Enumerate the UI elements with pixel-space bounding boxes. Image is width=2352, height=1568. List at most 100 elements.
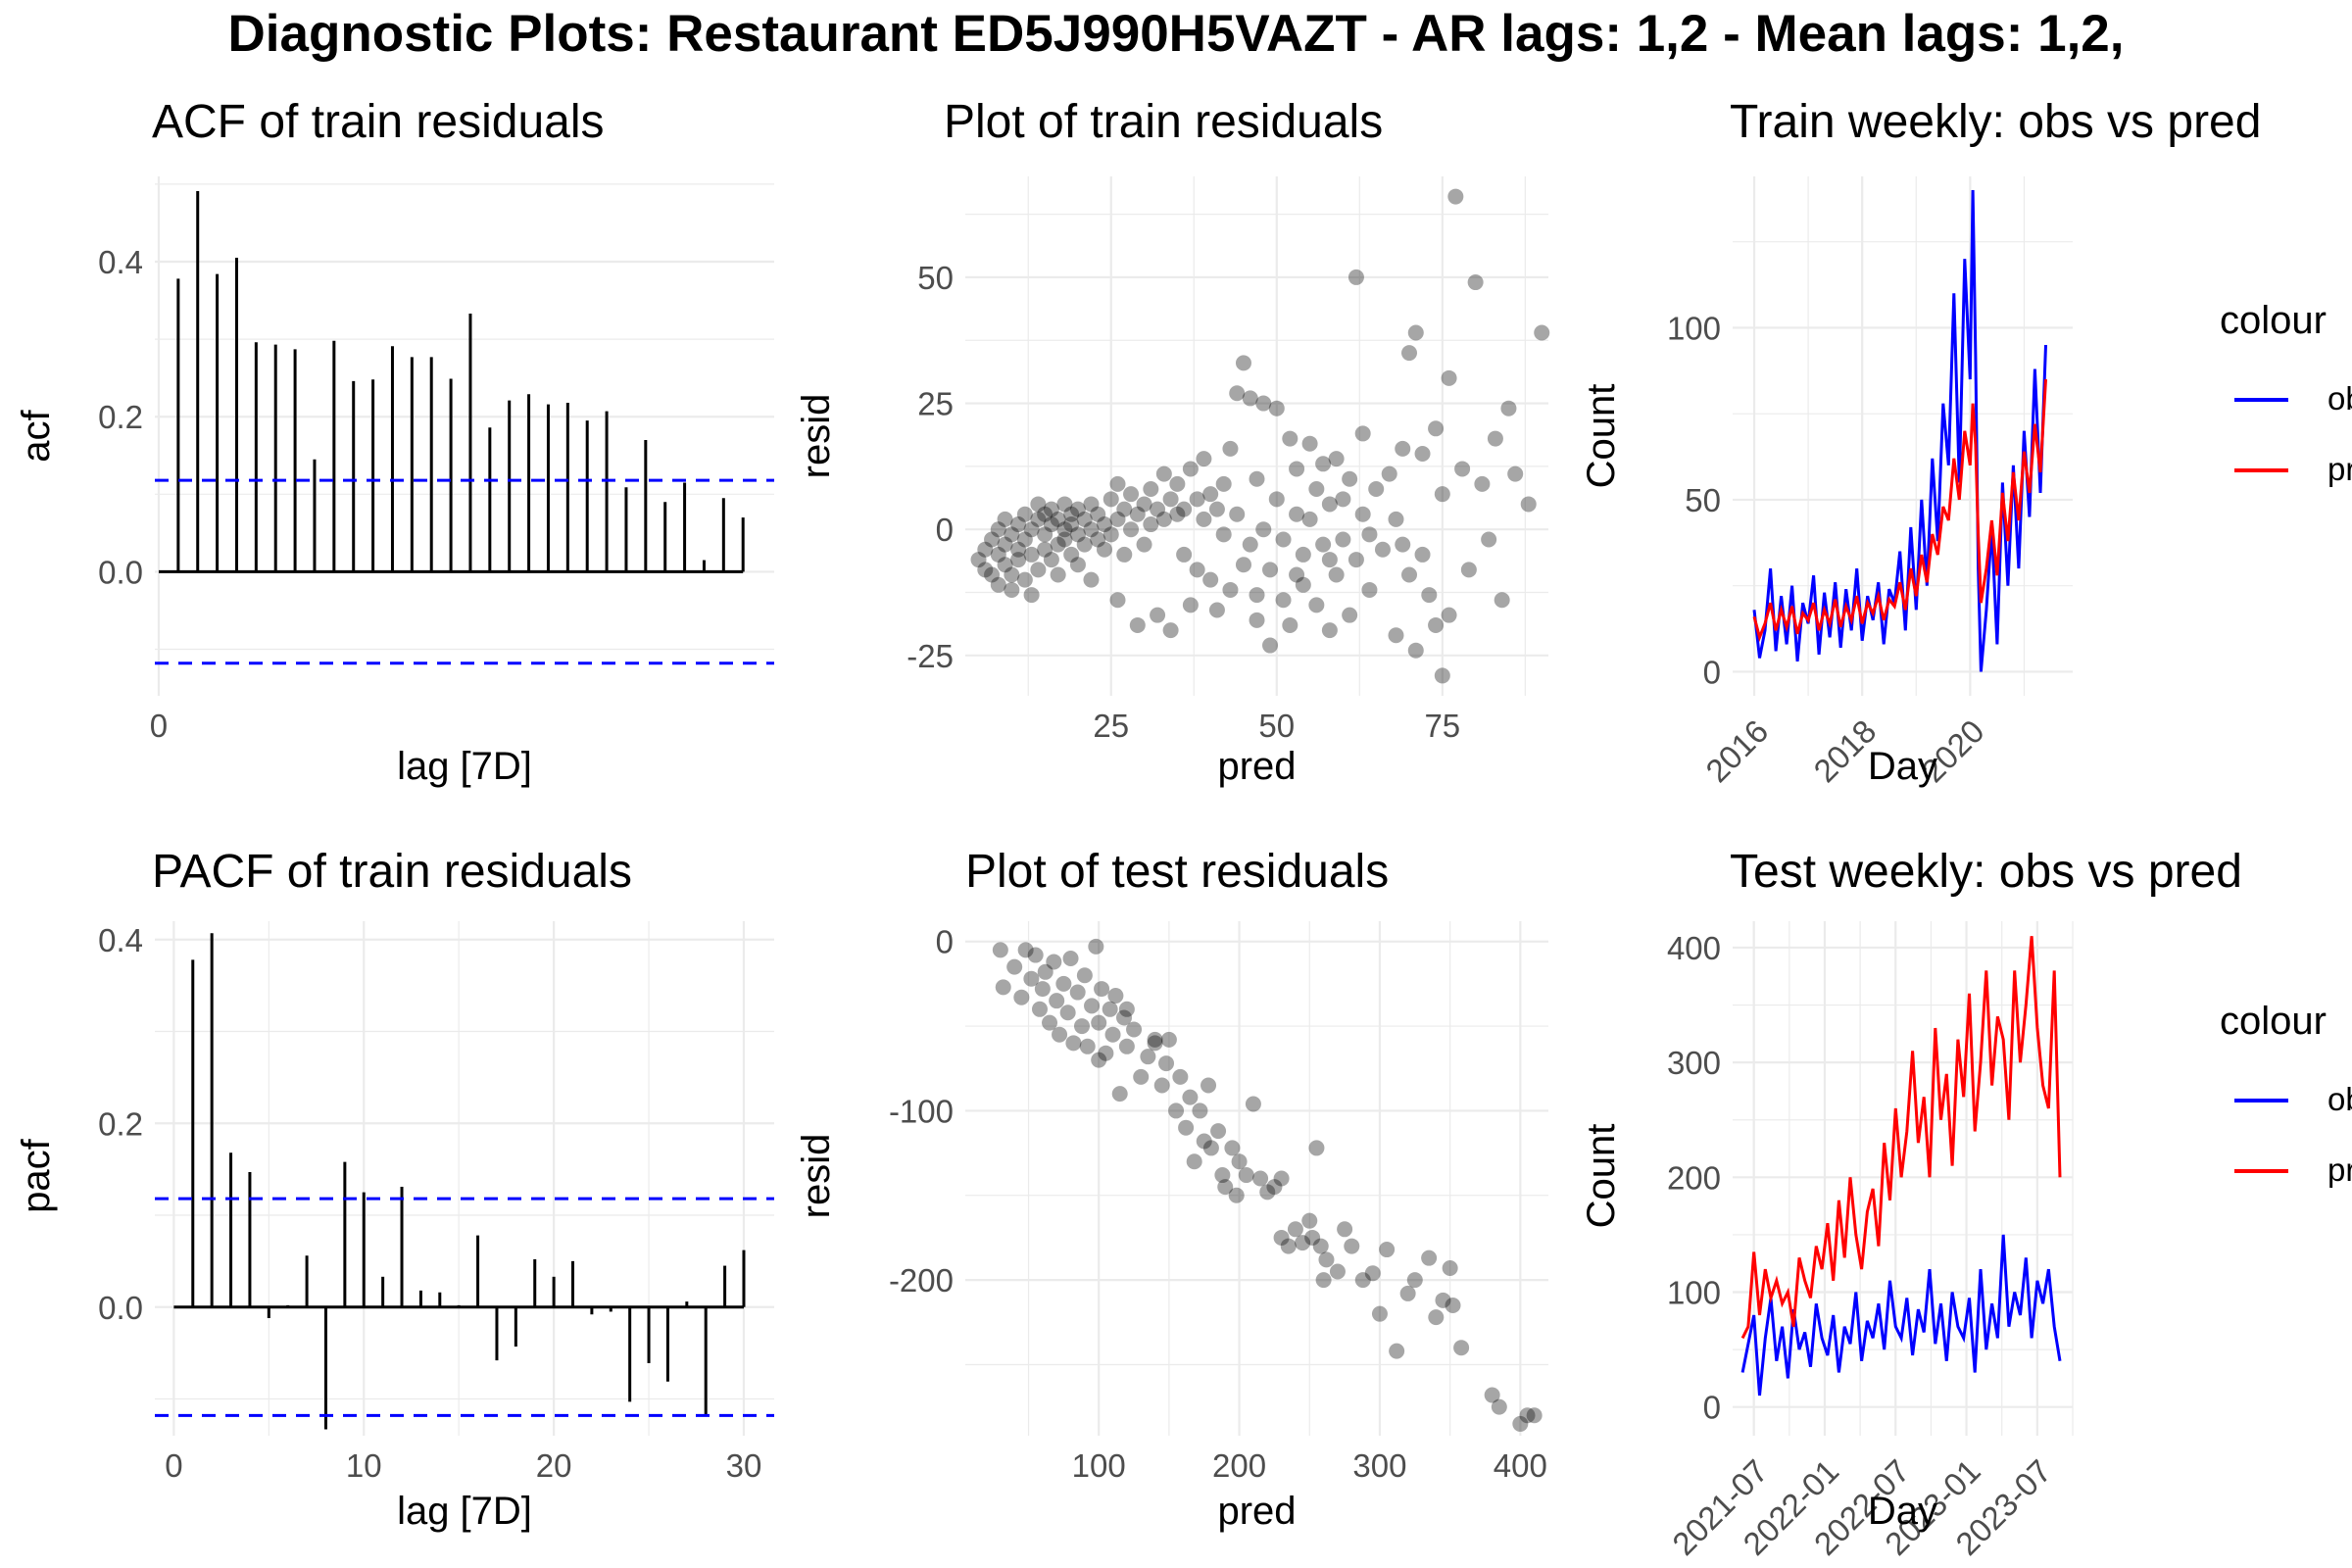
x-axis-label: lag [7D]: [397, 745, 532, 788]
scatter-point: [1043, 501, 1059, 517]
y-axis-label: resid: [795, 394, 838, 479]
scatter-point: [1242, 390, 1258, 407]
scatter-point: [1428, 616, 1445, 633]
scatter-point: [1374, 541, 1391, 558]
scatter-point: [1229, 506, 1246, 522]
scatter-point: [1494, 592, 1510, 609]
series-line-pred: [1752, 379, 2047, 643]
scatter-point: [1150, 501, 1166, 517]
scatter-point: [1042, 1014, 1058, 1031]
scatter-point: [1335, 531, 1351, 548]
scatter-point: [1055, 975, 1072, 992]
scatter-point: [1262, 562, 1279, 578]
scatter-point: [1255, 521, 1272, 538]
legend-label-obs: obs: [2328, 380, 2352, 416]
scatter-point: [1076, 967, 1093, 984]
scatter-point: [1217, 1179, 1234, 1196]
scatter-point: [1046, 954, 1062, 970]
scatter-point: [1421, 587, 1438, 604]
scatter-point: [1512, 1415, 1529, 1432]
scatter-point: [1076, 536, 1093, 553]
scatter-point: [1520, 496, 1537, 513]
scatter-point: [1259, 1184, 1276, 1200]
scatter-point: [1158, 1055, 1175, 1072]
scatter-point: [1186, 1153, 1202, 1170]
scatter-point: [1176, 546, 1193, 563]
y-tick-label: 0.0: [98, 1290, 143, 1326]
scatter-point: [1004, 526, 1020, 543]
x-tick-label: 100: [1072, 1447, 1126, 1484]
scatter-point: [1023, 521, 1040, 538]
scatter-point: [1178, 1119, 1195, 1136]
y-axis-label: resid: [795, 1134, 838, 1219]
x-axis-label: Day: [1868, 745, 1937, 788]
scatter-point: [1192, 1102, 1208, 1119]
y-tick-label: 100: [1667, 310, 1721, 346]
scatter-point: [1182, 1089, 1199, 1105]
scatter-point: [1189, 491, 1205, 508]
scatter-point: [1116, 1009, 1133, 1026]
scatter-point: [1268, 400, 1285, 416]
y-tick-label: 0.2: [98, 1105, 143, 1142]
scatter-point: [1030, 562, 1047, 578]
scatter-point: [1196, 511, 1212, 527]
x-tick-label: 200: [1212, 1447, 1266, 1484]
scatter-point: [1308, 1140, 1325, 1156]
scatter-point: [1056, 521, 1073, 538]
scatter-point: [1004, 581, 1020, 598]
scatter-point: [1090, 506, 1106, 522]
scatter-point: [1214, 1167, 1231, 1184]
scatter-point: [1069, 984, 1086, 1001]
scatter-point: [1487, 430, 1503, 447]
scatter-point: [1428, 420, 1445, 437]
scatter-point: [1235, 557, 1251, 573]
scatter-point: [1229, 385, 1246, 402]
scatter-point: [1342, 607, 1358, 623]
scatter-point: [1118, 1038, 1135, 1054]
scatter-point: [1076, 511, 1093, 527]
scatter-point: [1118, 1001, 1135, 1017]
scatter-point: [984, 566, 1001, 583]
scatter-point: [1031, 1001, 1048, 1017]
scatter-point: [1321, 622, 1338, 639]
scatter-point: [1050, 511, 1066, 527]
scatter-point: [1182, 461, 1199, 477]
scatter-point: [1208, 501, 1225, 517]
scatter-point: [1023, 546, 1040, 563]
x-tick-label: 300: [1352, 1447, 1406, 1484]
scatter-point: [1107, 987, 1124, 1004]
legend-title: colour: [2220, 299, 2327, 342]
y-tick-label: 0: [1703, 1390, 1721, 1426]
scatter-point: [1435, 1292, 1451, 1308]
y-tick-label: 50: [1685, 482, 1721, 518]
legend-title: colour: [2220, 1000, 2327, 1043]
scatter-point: [1083, 571, 1100, 588]
scatter-point: [1238, 1167, 1254, 1184]
x-tick-label: 20: [536, 1447, 572, 1484]
scatter-point: [1016, 506, 1033, 522]
scatter-point: [1481, 531, 1497, 548]
scatter-point: [1069, 501, 1086, 517]
scatter-point: [1441, 607, 1457, 623]
x-axis-label: lag [7D]: [397, 1490, 532, 1533]
series-line-obs: [1752, 189, 2047, 672]
panel-test_weekly: Test weekly: obs vs pred0100200300400202…: [1580, 846, 2352, 1562]
scatter-point: [1273, 1229, 1290, 1246]
scatter-point: [1275, 531, 1292, 548]
scatter-point: [1083, 521, 1100, 538]
scatter-point: [1434, 486, 1450, 503]
scatter-point: [1428, 1309, 1445, 1326]
x-axis-label: Day: [1868, 1490, 1937, 1533]
scatter-point: [1354, 1272, 1371, 1289]
scatter-point: [1249, 587, 1265, 604]
y-tick-label: 0: [936, 512, 954, 548]
y-tick-label: 0: [936, 924, 954, 960]
scatter-point: [1133, 1068, 1150, 1085]
scatter-point: [1088, 938, 1104, 955]
scatter-point: [1034, 981, 1051, 998]
scatter-point: [997, 511, 1013, 527]
scatter-point: [1091, 1014, 1107, 1031]
scatter-point: [1065, 1035, 1082, 1052]
